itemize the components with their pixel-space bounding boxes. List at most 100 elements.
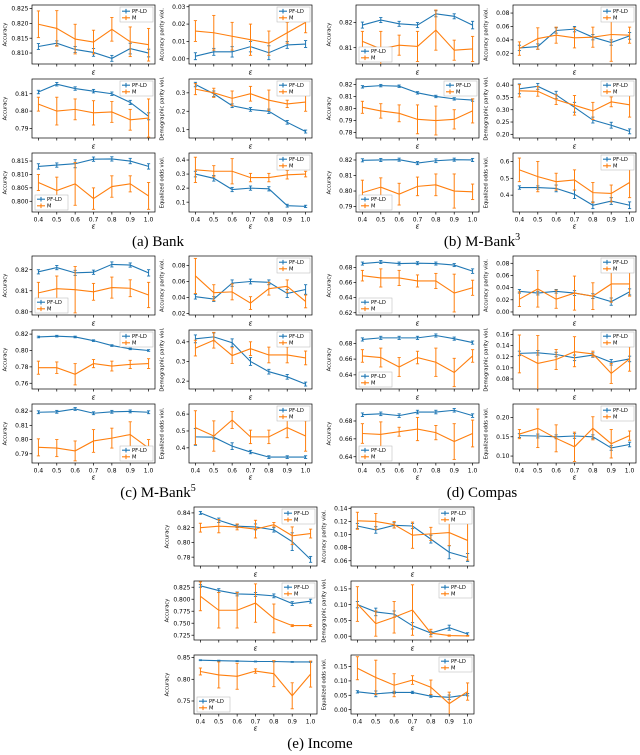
svg-text:ε: ε	[573, 320, 577, 328]
svg-text:0.79: 0.79	[339, 204, 353, 211]
group-bank: 0.810 0.815 0.820 0.825 ε Accuracy PF-LD M 0.00 0…	[0, 2, 316, 253]
subplot-mbank5-dem-parity-row2: 0.2 0.3 0.4 ε Demographic parity viol. PF-LDM	[160, 327, 313, 401]
svg-text:ε: ε	[416, 320, 420, 328]
svg-text:0.40: 0.40	[496, 82, 510, 89]
subplot-compas-dem-parity-row2: 0.08 0.10 0.12 0.14 0.16 ε Demographic parity …	[484, 327, 637, 401]
caption-income: (e) Income	[287, 735, 352, 752]
svg-text:0.8: 0.8	[431, 217, 441, 224]
svg-text:ε: ε	[249, 143, 253, 151]
svg-text:0.75: 0.75	[177, 698, 191, 705]
svg-text:PF-LD: PF-LD	[371, 448, 386, 454]
svg-text:0.64: 0.64	[339, 454, 353, 461]
svg-text:0.00: 0.00	[334, 707, 348, 714]
svg-text:M: M	[456, 90, 460, 96]
svg-text:M: M	[613, 90, 617, 96]
svg-text:M: M	[47, 307, 51, 313]
svg-text:M: M	[209, 706, 213, 712]
svg-text:0.82: 0.82	[339, 20, 353, 27]
svg-text:0.6: 0.6	[232, 719, 242, 726]
subplot-mbank5-accuracy-row2: 0.76 0.78 0.80 0.82 ε Accuracy PF-LDM	[3, 329, 156, 401]
subplot-compas-acc-parity-row1: 0.00 0.02 0.04 0.06 0.08 ε Accuracy parity vio…	[484, 255, 637, 328]
svg-text:1.0: 1.0	[463, 719, 473, 726]
subplot-bank-acc-parity-row1: 0.00 0.01 0.02 0.03 ε Accuracy parity viol. PF…	[160, 4, 313, 77]
plots-bank: 0.810 0.815 0.820 0.825 ε Accuracy PF-LD M 0.00 0…	[1, 2, 315, 230]
svg-text:ε: ε	[411, 725, 415, 733]
svg-text:0.6: 0.6	[394, 217, 404, 224]
svg-text:ε: ε	[254, 725, 258, 733]
svg-text:1.0: 1.0	[144, 217, 154, 224]
svg-text:0.7: 0.7	[246, 468, 256, 475]
svg-text:0.4: 0.4	[196, 719, 206, 726]
svg-text:0.81: 0.81	[339, 94, 353, 101]
svg-text:M: M	[371, 56, 375, 62]
svg-text:0.08: 0.08	[334, 545, 348, 552]
svg-text:M: M	[613, 267, 617, 273]
svg-text:1.0: 1.0	[468, 468, 478, 475]
svg-text:0.82: 0.82	[15, 331, 29, 338]
svg-text:0.1: 0.1	[176, 127, 186, 134]
svg-text:Accuracy parity viol.: Accuracy parity viol.	[484, 259, 490, 312]
svg-text:ε: ε	[92, 474, 96, 482]
svg-text:PF-LD: PF-LD	[289, 157, 304, 163]
svg-text:PF-LD: PF-LD	[613, 334, 628, 340]
svg-text:0.12: 0.12	[496, 354, 510, 361]
svg-text:ε: ε	[92, 143, 96, 151]
svg-text:0.4: 0.4	[176, 339, 186, 346]
svg-text:Accuracy: Accuracy	[327, 274, 333, 298]
svg-text:0.9: 0.9	[282, 217, 292, 224]
svg-text:M: M	[451, 666, 455, 672]
svg-text:0.85: 0.85	[177, 655, 191, 662]
svg-text:0.7: 0.7	[246, 217, 256, 224]
svg-text:1.0: 1.0	[301, 217, 311, 224]
svg-text:0.6: 0.6	[389, 719, 399, 726]
svg-text:0.81: 0.81	[15, 91, 29, 98]
svg-text:0.6: 0.6	[394, 468, 404, 475]
svg-text:PF-LD: PF-LD	[451, 585, 466, 591]
svg-text:Accuracy: Accuracy	[3, 348, 9, 372]
svg-text:ε: ε	[249, 474, 253, 482]
svg-text:PF-LD: PF-LD	[289, 9, 304, 15]
svg-text:ε: ε	[573, 474, 577, 482]
svg-text:0.03: 0.03	[172, 4, 186, 11]
svg-text:0.6: 0.6	[500, 159, 510, 166]
svg-text:0.6: 0.6	[551, 468, 561, 475]
svg-text:Accuracy parity viol.: Accuracy parity viol.	[160, 259, 166, 312]
subplot-income-dem-parity-row2: 0.00 0.05 0.10 0.15 ε Demographic parity viol…	[322, 578, 475, 652]
svg-text:0.8: 0.8	[107, 217, 117, 224]
svg-text:ε: ε	[254, 571, 258, 579]
svg-text:0.12: 0.12	[334, 519, 348, 526]
svg-text:0.80: 0.80	[339, 188, 353, 195]
svg-text:0.1: 0.1	[176, 199, 186, 206]
svg-text:M: M	[132, 16, 136, 22]
svg-text:0.5: 0.5	[533, 217, 543, 224]
svg-text:0.8: 0.8	[269, 719, 279, 726]
svg-text:0.800: 0.800	[173, 596, 190, 603]
svg-text:0.3: 0.3	[176, 359, 186, 366]
svg-text:PF-LD: PF-LD	[371, 49, 386, 55]
svg-text:0.775: 0.775	[173, 608, 190, 615]
svg-text:0.4: 0.4	[358, 217, 368, 224]
svg-text:0.04: 0.04	[496, 285, 510, 292]
svg-text:PF-LD: PF-LD	[294, 585, 309, 591]
svg-text:0.10: 0.10	[334, 532, 348, 539]
svg-text:Equalized odds viol.: Equalized odds viol.	[484, 156, 490, 208]
svg-text:ε: ε	[249, 223, 253, 231]
svg-text:0.15: 0.15	[334, 664, 348, 671]
svg-text:0.80: 0.80	[15, 108, 29, 115]
svg-text:PF-LD: PF-LD	[47, 300, 62, 306]
svg-text:M: M	[289, 267, 293, 273]
svg-text:ε: ε	[249, 69, 253, 77]
svg-text:0.8: 0.8	[431, 468, 441, 475]
svg-text:0.750: 0.750	[173, 620, 190, 627]
caption-text: (c) M-Bank	[120, 485, 191, 501]
svg-text:0.2: 0.2	[176, 185, 186, 192]
svg-text:0.7: 0.7	[413, 217, 423, 224]
svg-text:0.66: 0.66	[339, 280, 353, 287]
svg-text:0.4: 0.4	[176, 157, 186, 164]
svg-text:0.5: 0.5	[52, 217, 62, 224]
caption-text: (e) Income	[287, 736, 353, 752]
svg-text:0.4: 0.4	[500, 192, 510, 199]
svg-text:1.0: 1.0	[468, 217, 478, 224]
svg-text:PF-LD: PF-LD	[451, 511, 466, 517]
svg-text:M: M	[132, 341, 136, 347]
